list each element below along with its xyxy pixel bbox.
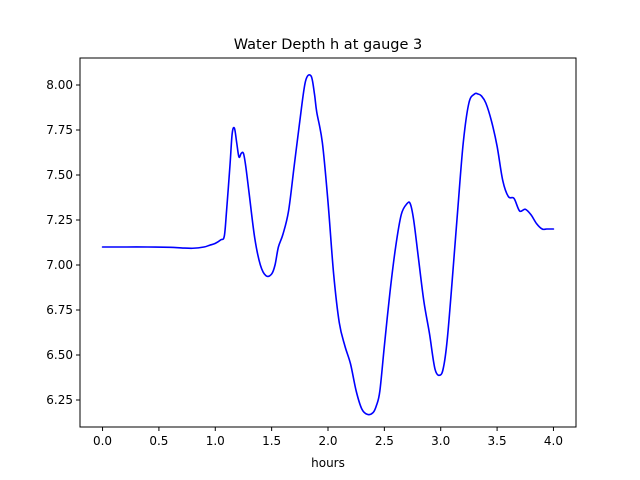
plot-frame <box>79 57 577 428</box>
y-tick-label: 6.75 <box>46 303 73 317</box>
chart-title: Water Depth h at gauge 3 <box>234 37 422 53</box>
x-tick-label: 3.5 <box>488 434 507 448</box>
x-tick-label: 1.0 <box>206 434 225 448</box>
x-tick-label: 2.5 <box>375 434 394 448</box>
y-tick-label: 7.00 <box>46 258 73 272</box>
y-tick-label: 6.25 <box>46 393 73 407</box>
y-tick-label: 7.75 <box>46 123 73 137</box>
x-axis-label: hours <box>311 456 345 470</box>
x-tick-label: 4.0 <box>544 434 563 448</box>
x-tick-label: 1.5 <box>262 434 281 448</box>
y-tick-label: 7.25 <box>46 213 73 227</box>
x-tick-label: 0.0 <box>93 434 112 448</box>
y-tick-label: 8.00 <box>46 78 73 92</box>
x-tick-label: 3.0 <box>431 434 450 448</box>
x-tick-label: 0.5 <box>149 434 168 448</box>
y-tick-label: 7.50 <box>46 168 73 182</box>
series-line-water-depth <box>101 74 555 416</box>
y-tick-label: 6.50 <box>46 348 73 362</box>
x-tick-label: 2.0 <box>318 434 337 448</box>
axis-ticks: 0.0 0.5 1.0 1.5 2.0 2.5 3.0 3.5 4.0 6.25 6.50 6.75 7… <box>46 78 563 448</box>
